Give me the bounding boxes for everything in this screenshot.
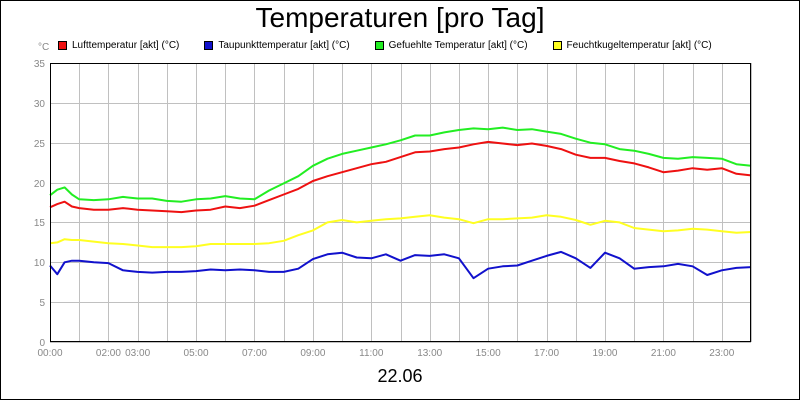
legend-label-gefuehlte-temperatur: Gefuehlte Temperatur [akt] (°C) <box>388 39 528 51</box>
x-tick-label: 15:00 <box>476 348 501 359</box>
x-tick-label: 11:00 <box>359 348 384 359</box>
x-tick-label: 13:00 <box>417 348 442 359</box>
legend-swatch-lufttemperatur <box>58 40 67 50</box>
x-tick-label: 00:00 <box>37 348 62 359</box>
legend-swatch-feuchtkugeltemperatur <box>552 40 562 50</box>
plot-border <box>50 63 751 342</box>
plot-area <box>50 63 751 342</box>
x-axis-date-label: 22.06 <box>377 366 423 386</box>
y-tick-label: 25 <box>34 139 46 150</box>
x-tick-label: 07:00 <box>242 348 267 359</box>
legend-label-lufttemperatur: Lufttemperatur [akt] (°C) <box>72 39 180 51</box>
x-tick-label: 17:00 <box>534 348 559 359</box>
legend-swatch-taupunkttemperatur <box>204 40 214 50</box>
legend-swatch-gefuehlte-temperatur <box>374 40 384 50</box>
y-tick-label: 20 <box>34 179 46 190</box>
y-tick-label: 5 <box>39 298 45 309</box>
chart-title: Temperaturen [pro Tag] <box>255 2 545 33</box>
x-tick-label: 03:00 <box>125 348 150 359</box>
gefuehlte-temperatur-line <box>49 126 752 203</box>
legend-item-feuchtkugeltemperatur: Feuchtkugeltemperatur [akt] (°C) <box>552 38 712 52</box>
x-tick-label: 23:00 <box>709 348 734 359</box>
legend-item-gefuehlte-temperatur: Gefuehlte Temperatur [akt] (°C) <box>374 38 528 52</box>
feuchtkugeltemperatur-line <box>49 214 752 249</box>
legend-label-feuchtkugeltemperatur: Feuchtkugeltemperatur [akt] (°C) <box>566 39 712 51</box>
lufttemperatur-line <box>49 140 752 214</box>
x-tick-label: 21:00 <box>651 348 676 359</box>
taupunkttemperatur-line <box>49 250 752 280</box>
y-tick-label: 15 <box>34 218 46 229</box>
x-tick-label: 19:00 <box>592 348 617 359</box>
legend: Lufttemperatur [akt] (°C) Taupunkttemper… <box>58 38 712 52</box>
legend-label-taupunkttemperatur: Taupunkttemperatur [akt] (°C) <box>218 39 350 51</box>
x-tick-label: 09:00 <box>300 348 325 359</box>
y-tick-label: 30 <box>34 99 46 110</box>
y-tick-label: 10 <box>34 258 46 269</box>
legend-item-lufttemperatur: Lufttemperatur [akt] (°C) <box>58 38 179 52</box>
y-axis-unit: °C <box>38 42 50 53</box>
y-tick-label: 35 <box>34 59 46 70</box>
x-tick-label: 02:00 <box>96 348 121 359</box>
x-tick-label: 05:00 <box>184 348 209 359</box>
y-tick-label: 0 <box>39 338 45 349</box>
legend-item-taupunkttemperatur: Taupunkttemperatur [akt] (°C) <box>204 38 350 52</box>
